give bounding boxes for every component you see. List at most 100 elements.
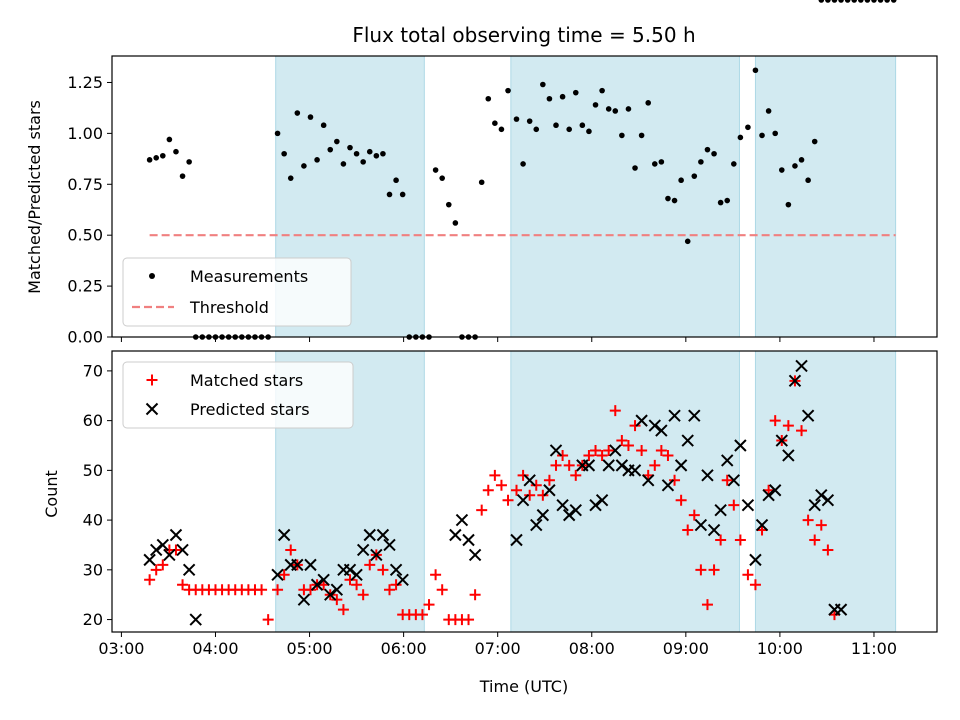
matched-star-point (682, 524, 694, 536)
predicted-star-point (808, 498, 821, 512)
predicted-star-point (383, 538, 396, 552)
measurement-point (884, 0, 890, 3)
predicted-star-point (749, 553, 762, 567)
measurement-point (179, 173, 186, 179)
predicted-star-point (602, 459, 615, 472)
measurement-point (380, 150, 386, 157)
measurement-point (871, 0, 877, 3)
measurement-point (153, 155, 160, 161)
matched-star-point (469, 589, 481, 601)
x-tick-label: 10:00 (757, 639, 803, 658)
measurement-point (526, 118, 533, 124)
matched-star-point (701, 599, 713, 611)
measurement-point (704, 146, 711, 153)
measurement-point (625, 106, 632, 112)
matched-star-point (351, 579, 363, 591)
predicted-star-point (291, 558, 304, 572)
predicted-star-point (681, 434, 694, 447)
predicted-star-point (317, 573, 330, 586)
predicted-star-point (668, 409, 681, 422)
matched-star-point (616, 435, 628, 447)
matched-star-point (570, 469, 582, 481)
legend-matched-marker (146, 374, 158, 386)
x-tick-label: 08:00 (569, 639, 615, 658)
measurement-point (851, 0, 858, 3)
matched-star-point (734, 534, 746, 546)
bottom-panel: 20 30 40 50 60 70 03:00 04:00 05:00 06:00 07:00 08:… (83, 350, 938, 658)
legend-predicted-marker (145, 402, 159, 416)
chart-title: Flux total observing time = 5.50 h (352, 23, 695, 47)
predicted-star-point (163, 548, 176, 562)
predicted-star-point (468, 548, 482, 562)
measurement-point (353, 150, 360, 157)
legend-measurements-marker (149, 273, 155, 279)
measurement-point (546, 95, 553, 102)
measurement-point (724, 197, 731, 204)
predicted-star-point (150, 543, 163, 557)
measurement-point (492, 120, 498, 126)
matched-star-point (728, 499, 740, 511)
measurement-point (301, 163, 307, 169)
bottom-legend-box (122, 361, 354, 429)
predicted-star-point (834, 603, 848, 616)
bottom-y-axis-label: Count (42, 470, 61, 518)
matched-star-point (662, 449, 674, 461)
predicted-star-point (674, 459, 688, 472)
predicted-star-point (569, 503, 582, 517)
measurement-point (366, 148, 373, 155)
measurement-point (765, 108, 772, 114)
measurement-point (445, 201, 452, 208)
predicted-star-point (801, 409, 815, 422)
matched-star-point (543, 474, 555, 486)
predicted-star-point (449, 528, 462, 542)
measurement-point (864, 0, 871, 3)
predicted-star-point (523, 474, 536, 487)
matched-star-point (715, 534, 727, 546)
measurement-point (173, 148, 179, 155)
matched-star-point (436, 584, 448, 596)
measurement-point (159, 152, 166, 159)
matched-star-point (495, 479, 507, 491)
matched-star-point (256, 584, 268, 596)
predicted-star-point (363, 528, 376, 542)
measurement-point (632, 165, 638, 171)
measurement-point (691, 173, 698, 179)
matched-star-point (285, 544, 297, 556)
matched-star-point (377, 564, 389, 576)
measurement-point (485, 95, 492, 102)
predicted-star-point (176, 543, 189, 557)
predicted-star-point (516, 493, 530, 507)
matched-star-point (430, 569, 442, 581)
bottom-axes-frame (111, 350, 938, 633)
predicted-star-point (455, 513, 469, 527)
predicted-star-point (462, 533, 475, 547)
measurement-point (838, 0, 844, 3)
bottom-y-tick-label: 70 (83, 361, 103, 380)
measurement-point (166, 136, 173, 143)
matched-star-point (688, 509, 700, 521)
predicted-star-point (741, 498, 755, 512)
matched-star-point (742, 569, 754, 581)
predicted-star-point (350, 568, 363, 582)
predicted-star-point (510, 533, 523, 547)
top-y-tick-label: 1.25 (67, 73, 103, 92)
measurement-point (772, 130, 778, 137)
matched-star-point (157, 559, 169, 571)
x-tick-label: 06:00 (381, 639, 427, 658)
predicted-star-point (304, 558, 317, 572)
legend-measurements-label: Measurements (190, 267, 308, 286)
predicted-star-point (788, 374, 802, 388)
matched-star-point (144, 574, 156, 586)
predicted-star-point (641, 474, 655, 487)
x-axis-label: Time (UTC) (479, 677, 568, 696)
matched-star-point (622, 439, 634, 451)
top-legend: Measurements Threshold (122, 257, 352, 327)
matched-star-point (822, 544, 834, 556)
measurement-point (307, 114, 314, 120)
measurement-point (399, 191, 406, 198)
measurement-point (844, 0, 851, 3)
matched-star-point (390, 579, 402, 591)
matched-star-point (669, 474, 681, 486)
matched-star-point (809, 534, 821, 546)
top-y-axis-label: Matched/Predicted stars (25, 100, 44, 294)
